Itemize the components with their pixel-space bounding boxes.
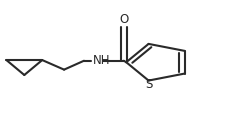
Text: NH: NH — [93, 54, 110, 67]
Text: O: O — [119, 13, 128, 26]
Text: S: S — [145, 78, 152, 91]
